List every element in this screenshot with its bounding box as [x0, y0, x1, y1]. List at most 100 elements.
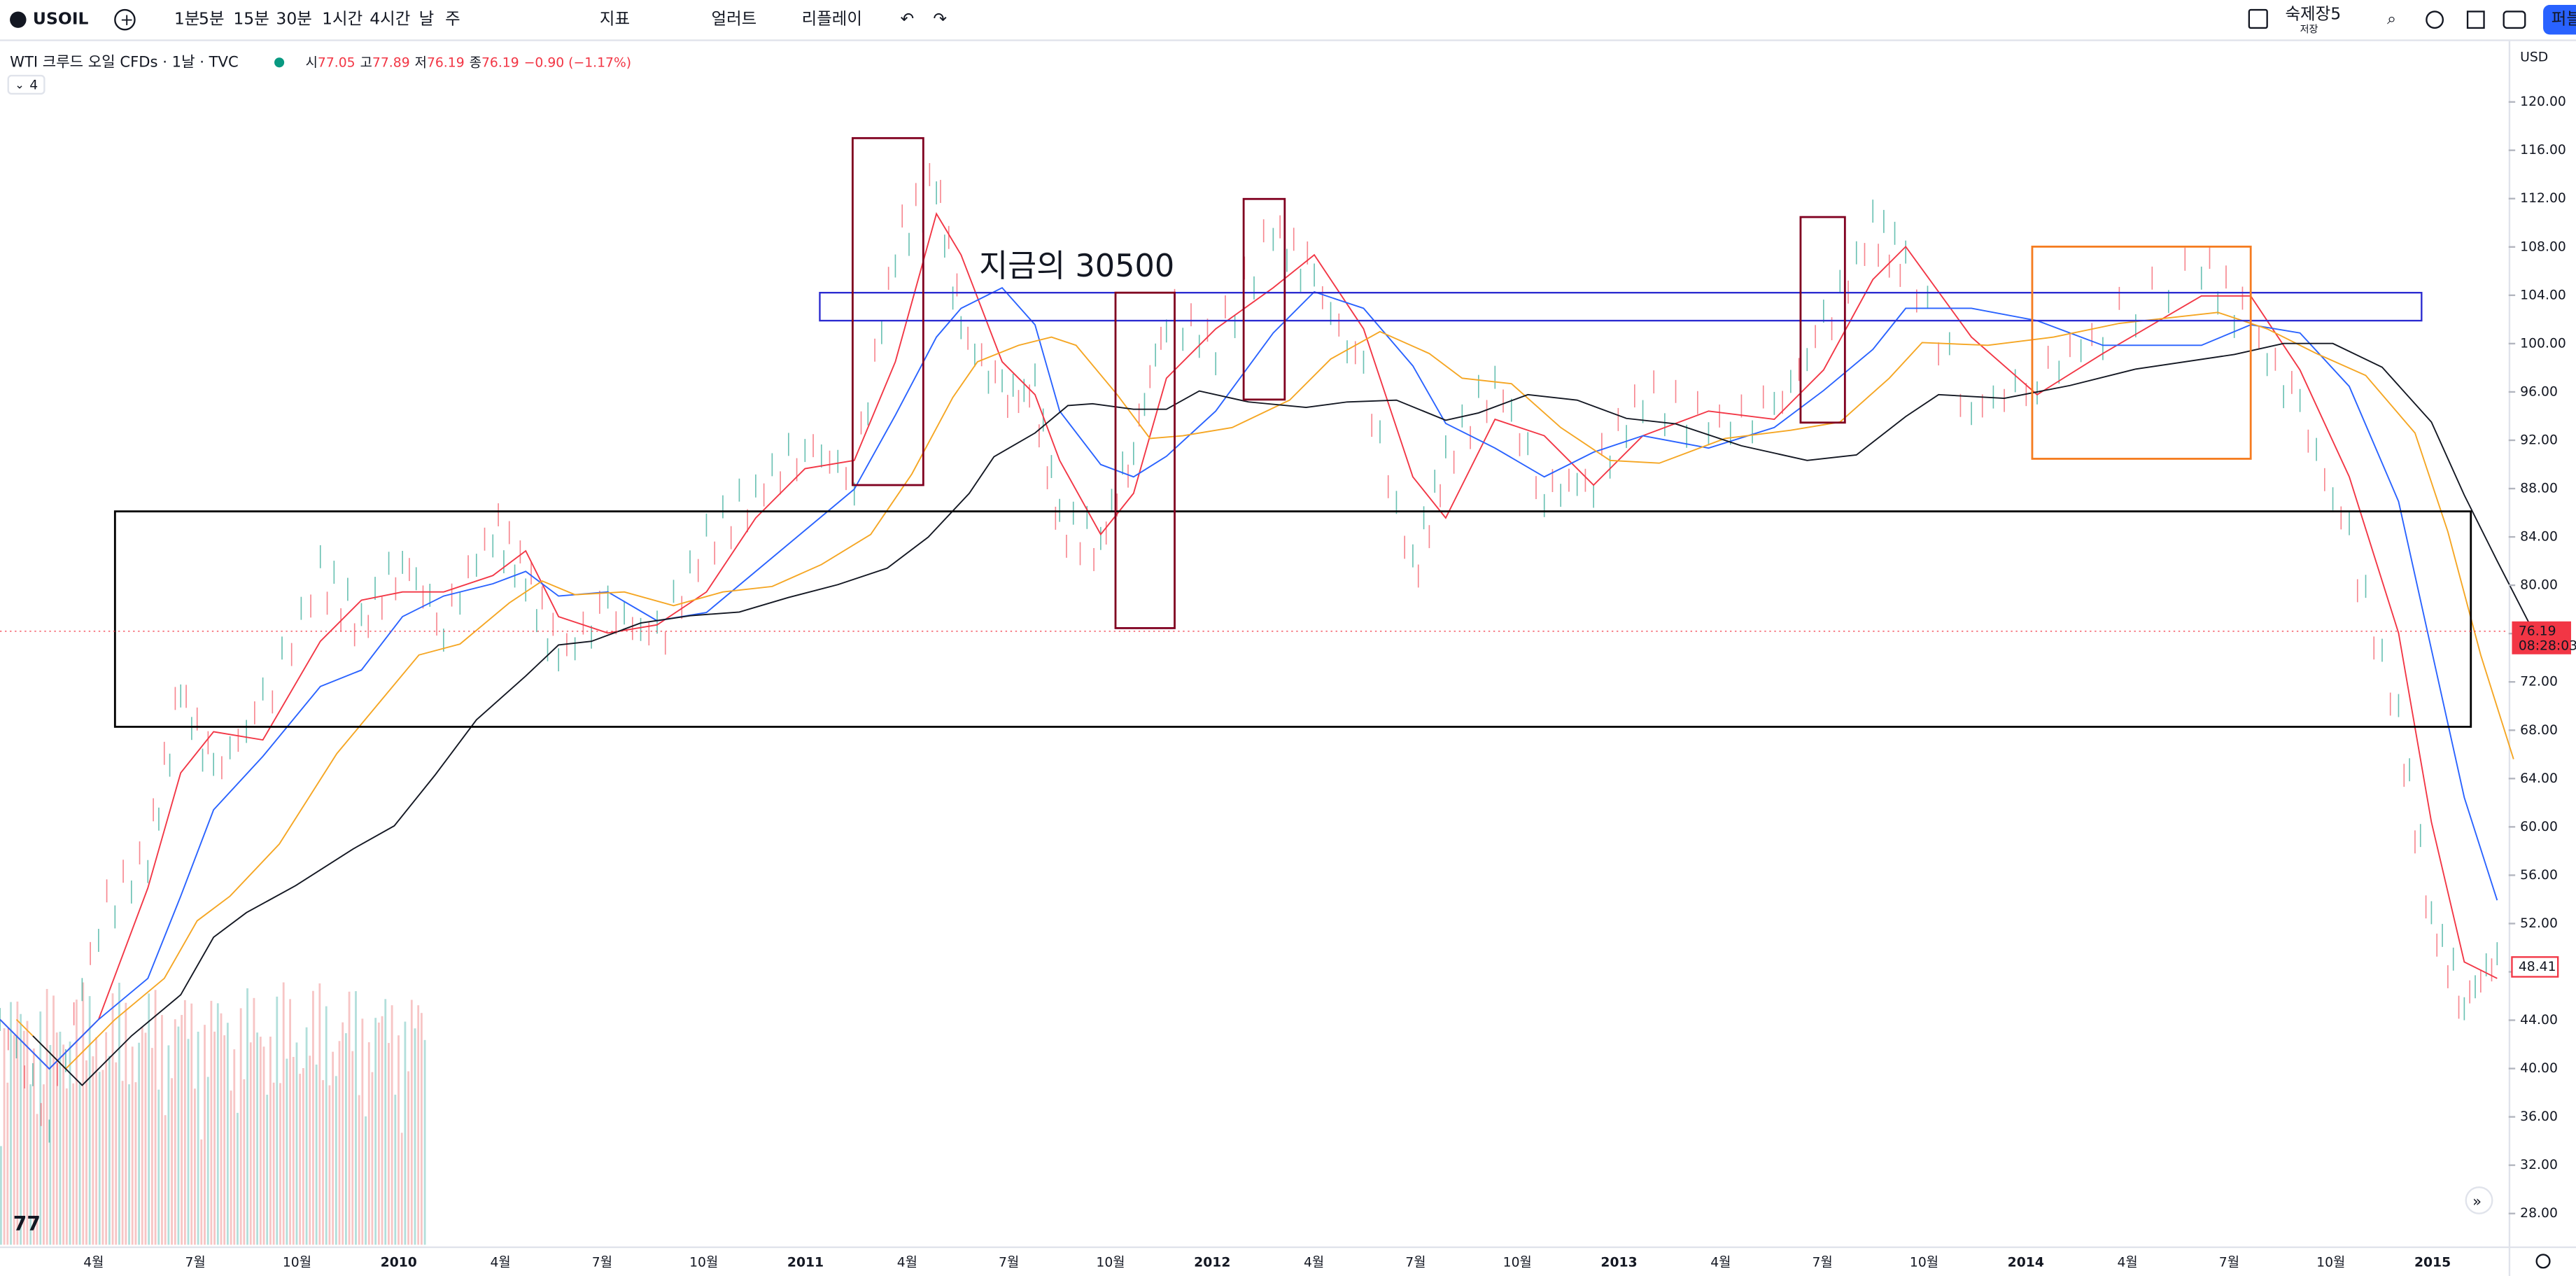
volume-bar [3, 1028, 6, 1245]
volume-bar [420, 1013, 423, 1245]
volume-bar [377, 1022, 380, 1245]
volume-bar [216, 1003, 219, 1245]
interval[interactable]: 15분 [233, 9, 269, 29]
volume-bar [272, 1082, 275, 1245]
publish-label[interactable]: 퍼블 [2552, 9, 2576, 29]
replay[interactable]: 리플레이 [802, 9, 862, 29]
highlight-box [851, 136, 924, 486]
search[interactable]: ⌕ [2387, 9, 2396, 29]
alerts[interactable]: 얼러트 [712, 9, 757, 29]
volume-bar [88, 996, 91, 1245]
interval[interactable]: 5분 [199, 9, 225, 29]
volume-bar [322, 1080, 324, 1245]
volume-bar [171, 1078, 173, 1245]
change: −0.90 (−1.17%) [524, 55, 631, 70]
volume-bar [243, 1079, 246, 1245]
volume-bar [138, 1042, 141, 1245]
currency[interactable]: USD [2520, 50, 2548, 65]
plot [0, 163, 2531, 1245]
annotation: 지금의 30500 [979, 248, 1174, 284]
volume-bar [101, 1070, 104, 1245]
price-tick-label: 92.00 [2520, 433, 2558, 447]
volume-bar [397, 1035, 400, 1245]
interval[interactable]: 1시간 [322, 9, 363, 29]
ma-long [32, 342, 2531, 1086]
symbol[interactable]: USOIL [33, 9, 89, 29]
price-tick-label: 84.00 [2520, 530, 2558, 545]
volume-bar [400, 1133, 403, 1245]
volume-bar [49, 1045, 52, 1245]
volume-bar [148, 993, 150, 1245]
volume-bar [256, 1032, 259, 1245]
volume-bar [154, 990, 157, 1245]
price-tick-label: 60.00 [2520, 820, 2558, 834]
interval[interactable]: 주 [445, 9, 460, 29]
volume-bar [150, 1048, 153, 1245]
volume-bar [276, 996, 279, 1245]
time-label: 4월 [1710, 1255, 1731, 1270]
volume-bar [381, 1016, 383, 1245]
volume-bar [111, 993, 114, 1245]
volume-bar [348, 991, 351, 1245]
volume-bar [299, 1074, 302, 1245]
volume-bar [75, 1000, 78, 1245]
symbol-icon [10, 11, 27, 28]
volume-bar [95, 1037, 97, 1245]
layout-icon[interactable] [2248, 8, 2268, 29]
volume-bar [181, 1015, 183, 1245]
volume-bar [157, 1089, 160, 1245]
volume-bar [43, 1084, 45, 1245]
time-label: 10월 [689, 1255, 718, 1270]
indicator-toggle[interactable] [7, 74, 45, 95]
time-label: 10월 [2316, 1255, 2345, 1270]
volume-bar [282, 982, 285, 1245]
screenshot[interactable] [2503, 10, 2526, 29]
volume-bar [246, 988, 248, 1245]
indicators[interactable]: 지표 [600, 9, 630, 29]
compare-button[interactable] [114, 8, 136, 31]
market-status [274, 57, 285, 68]
volume-bar [332, 1051, 335, 1245]
volume-bar [302, 1067, 304, 1245]
interval[interactable]: 30분 [276, 9, 311, 29]
volume-bar [253, 997, 255, 1245]
save-label[interactable]: 저장 [2300, 24, 2318, 35]
volume-bar [144, 1032, 147, 1245]
time-label: 10월 [283, 1255, 311, 1270]
volume-bar [344, 1033, 347, 1245]
volume-bar [72, 1083, 75, 1245]
price-tick-label: 120.00 [2520, 94, 2566, 109]
high-label: 고 [360, 55, 372, 70]
volume-bar [85, 1060, 87, 1245]
volume-bar [108, 1056, 111, 1245]
scroll-button[interactable] [2465, 1186, 2493, 1214]
low-label: 저 [415, 55, 427, 70]
layout-name[interactable]: 숙제장5 [2285, 4, 2341, 24]
fullscreen[interactable] [2466, 10, 2485, 29]
price-tick-label: 116.00 [2520, 143, 2566, 157]
volume-bar [22, 1030, 25, 1245]
volume-bar [131, 1046, 134, 1245]
interval[interactable]: 날 [419, 9, 435, 29]
volume-bar [174, 1019, 176, 1245]
publish-button[interactable] [2543, 5, 2576, 35]
time-label: 10월 [1096, 1255, 1125, 1270]
indicator-count[interactable]: 4 [29, 78, 38, 93]
undo[interactable]: ↶ [900, 9, 914, 29]
time-label: 4월 [83, 1255, 104, 1270]
volume-bar [6, 1082, 9, 1245]
time-label: 7월 [999, 1255, 1019, 1270]
volume-bar [423, 1039, 426, 1245]
volume-bar [289, 999, 291, 1245]
last-price-tag [2512, 621, 2571, 654]
volume-bar [141, 1027, 143, 1245]
interval[interactable]: 4시간 [369, 9, 410, 29]
price-tick-label: 56.00 [2520, 868, 2558, 883]
volume-bar [410, 1000, 413, 1245]
redo[interactable]: ↷ [933, 9, 947, 29]
volume-bar [134, 1082, 137, 1245]
interval[interactable]: 1분 [174, 9, 200, 29]
axis-settings[interactable] [2535, 1254, 2551, 1269]
time-label: 7월 [1813, 1255, 1833, 1270]
settings[interactable] [2426, 10, 2444, 29]
